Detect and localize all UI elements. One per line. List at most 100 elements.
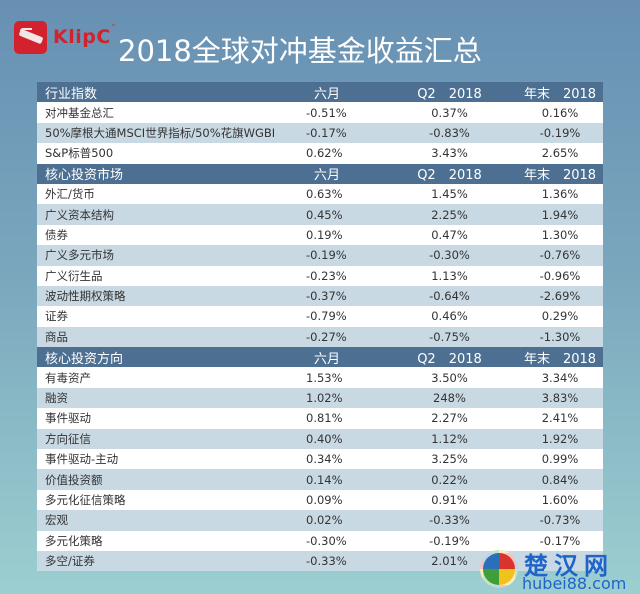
row-label: 事件驱动: [45, 411, 91, 426]
cell-value: 0.62%: [306, 146, 343, 161]
section-header: 核心投资市场 六月 Q2 2018 年末 2018: [37, 163, 603, 184]
table-row: 事件驱动-主动 0.34% 3.25% 0.99%: [37, 449, 603, 470]
cell-value: 0.40%: [306, 431, 343, 446]
returns-table: 行业指数 六月 Q2 2018 年末 2018 对冲基金总汇 -0.51% 0.37% 0.1…: [37, 82, 603, 572]
section-header: 核心投资方向 六月 Q2 2018 年末 2018: [37, 347, 603, 368]
cell-value: 0.19%: [306, 227, 343, 242]
row-label: 多空/证券: [45, 554, 95, 569]
column-header: Q2 2018: [417, 168, 482, 184]
column-header: 年末 2018: [523, 86, 597, 102]
table-row: 广义衍生品 -0.23% 1.13% -0.96%: [37, 265, 603, 286]
column-header: Q2 2018: [417, 351, 482, 367]
table-row: 50%摩根大通MSCI世界指标/50%花旗WGBI -0.17% -0.83% -0.…: [37, 122, 603, 144]
cell-value: -0.83%: [429, 125, 470, 140]
row-label: 宏观: [45, 513, 68, 528]
klipc-logo: KlipC ™: [14, 20, 124, 54]
cell-value: -0.19%: [306, 248, 347, 263]
row-label: 有毒资产: [45, 370, 91, 385]
cell-value: -0.64%: [429, 289, 470, 304]
logo-text: KlipC ™: [53, 24, 116, 48]
cell-value: -0.33%: [429, 513, 470, 528]
cell-value: 3.43%: [431, 146, 468, 161]
cell-value: 1.45%: [431, 187, 468, 202]
cell-value: 3.83%: [541, 391, 579, 406]
cell-value: -0.79%: [306, 309, 347, 324]
row-label: S&P标普500: [45, 146, 114, 161]
cell-value: 0.84%: [541, 472, 579, 487]
cell-value: -0.33%: [306, 554, 347, 569]
cell-value: 2.65%: [541, 146, 579, 161]
cell-value: 1.02%: [306, 391, 343, 406]
page-title: 2018全球对冲基金收益汇总: [118, 34, 482, 68]
row-label: 外汇/货币: [45, 187, 95, 202]
cell-value: 248%: [433, 391, 466, 406]
watermark-url: hubei88.com: [522, 574, 627, 593]
cell-value: 0.37%: [431, 105, 468, 120]
column-header: 六月: [314, 351, 341, 367]
cell-value: -0.17%: [539, 533, 581, 548]
cell-value: 0.34%: [306, 452, 343, 467]
cell-value: -0.23%: [306, 268, 347, 283]
cell-value: 3.50%: [431, 370, 468, 385]
cell-value: 0.99%: [541, 452, 579, 467]
table-row: 多元化策略 -0.30% -0.19% -0.17%: [37, 530, 603, 551]
cell-value: 1.30%: [541, 227, 579, 242]
table-row: 广义多元市场 -0.19% -0.30% -0.76%: [37, 245, 603, 266]
table-row: 对冲基金总汇 -0.51% 0.37% 0.16%: [37, 102, 603, 123]
section-title: 行业指数: [45, 86, 98, 102]
row-label: 广义资本结构: [45, 207, 114, 222]
table-row: S&P标普500 0.62% 3.43% 2.65%: [37, 143, 603, 164]
column-header: Q2 2018: [417, 86, 482, 102]
row-label: 多元化征信策略: [45, 493, 126, 507]
row-label: 价值投资额: [45, 472, 103, 487]
cell-value: 3.25%: [431, 452, 468, 467]
table-row: 多空/证券 -0.33% 2.01%: [37, 550, 603, 572]
cell-value: 2.41%: [541, 411, 579, 426]
cell-value: 1.13%: [431, 268, 468, 283]
table-row: 债券 0.19% 0.47% 1.30%: [37, 224, 603, 246]
column-header: 年末 2018: [523, 351, 597, 367]
table-row: 融资 1.02% 248% 3.83%: [37, 387, 603, 409]
klipc-logo-icon: [14, 20, 47, 54]
cell-value: -0.19%: [539, 125, 581, 140]
cell-value: -0.17%: [306, 125, 347, 140]
cell-value: 1.36%: [541, 187, 579, 202]
table-row: 宏观 0.02% -0.33% -0.73%: [37, 510, 603, 531]
table-row: 多元化征信策略 0.09% 0.91% 1.60%: [37, 489, 603, 511]
cell-value: 0.16%: [541, 105, 579, 120]
row-label: 证券: [45, 309, 68, 324]
table-row: 事件驱动 0.81% 2.27% 2.41%: [37, 408, 603, 429]
cell-value: -2.69%: [539, 289, 581, 304]
cell-value: 0.81%: [306, 411, 343, 426]
table-row: 证券 -0.79% 0.46% 0.29%: [37, 306, 603, 327]
cell-value: 2.01%: [431, 554, 468, 569]
cell-value: 0.29%: [541, 309, 579, 324]
row-label: 广义多元市场: [45, 248, 114, 263]
row-label: 广义衍生品: [45, 268, 103, 283]
table-row: 外汇/货币 0.63% 1.45% 1.36%: [37, 183, 603, 205]
cell-value: 0.02%: [306, 513, 343, 528]
section-title: 核心投资方向: [45, 351, 124, 367]
cell-value: -0.30%: [306, 533, 347, 548]
cell-value: -0.51%: [306, 105, 347, 120]
column-header: 六月: [314, 168, 341, 184]
cell-value: 1.94%: [541, 207, 579, 222]
cell-value: 2.25%: [431, 207, 468, 222]
cell-value: -0.75%: [429, 329, 470, 344]
cell-value: 0.91%: [431, 493, 468, 507]
table-row: 有毒资产 1.53% 3.50% 3.34%: [37, 367, 603, 388]
table-row: 商品 -0.27% -0.75% -1.30%: [37, 326, 603, 348]
table-row: 方向征信 0.40% 1.12% 1.92%: [37, 428, 603, 450]
cell-value: 2.27%: [431, 411, 468, 426]
row-label: 融资: [45, 391, 68, 406]
cell-value: -1.30%: [539, 329, 581, 344]
table-row: 广义资本结构 0.45% 2.25% 1.94%: [37, 204, 603, 225]
logo-wordmark: KlipC: [53, 26, 111, 48]
row-label: 事件驱动-主动: [45, 452, 119, 467]
row-label: 50%摩根大通MSCI世界指标/50%花旗WGBI: [45, 125, 276, 140]
cell-value: 1.60%: [541, 493, 579, 507]
cell-value: -0.76%: [539, 248, 581, 263]
watermark: 楚汉网 hubei88.com: [478, 546, 640, 594]
trademark: ™: [111, 24, 117, 30]
row-label: 波动性期权策略: [45, 289, 126, 304]
